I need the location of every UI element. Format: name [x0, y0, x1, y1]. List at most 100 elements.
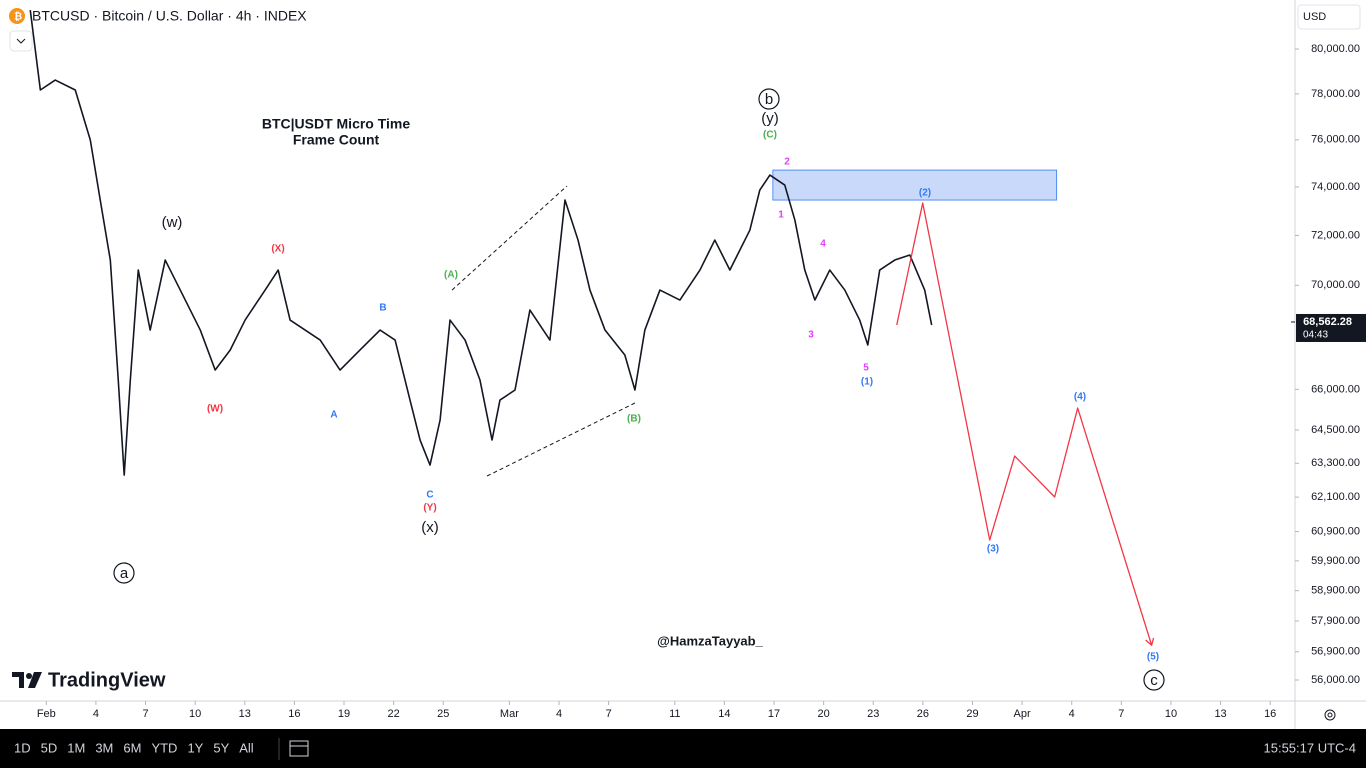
clock: 15:55:17 UTC-4 [1264, 740, 1357, 755]
range-button[interactable]: 1D [14, 740, 31, 755]
wave-label: 3 [808, 330, 814, 341]
y-tick-label: 78,000.00 [1311, 88, 1360, 100]
logo-dot [26, 673, 32, 679]
wave-label: (5) [1147, 652, 1159, 663]
date-range-button[interactable] [289, 740, 309, 757]
settings-button[interactable] [1324, 709, 1336, 721]
x-tick-label: 16 [288, 708, 300, 720]
series-line [29, 10, 933, 476]
x-tick-label: 13 [1214, 708, 1226, 720]
wave-label: (A) [444, 270, 458, 281]
wave-label: (B) [627, 414, 641, 425]
range-button[interactable]: YTD [151, 740, 177, 755]
range-button[interactable]: 5D [41, 740, 58, 755]
wave-label: (Y) [423, 503, 436, 514]
currency-label: USD [1303, 11, 1326, 23]
range-button[interactable]: 1Y [187, 740, 203, 755]
wave-label: C [426, 490, 433, 501]
y-tick-label: 70,000.00 [1311, 279, 1360, 291]
y-tick-label: 62,100.00 [1311, 491, 1360, 503]
wave-label: (3) [987, 544, 999, 555]
wave-circle [1143, 669, 1165, 691]
settings-icon-core [1327, 712, 1333, 718]
y-tick-label: 60,900.00 [1311, 526, 1360, 538]
wave-label: 2 [784, 157, 790, 168]
resistance-zone [772, 169, 1058, 201]
x-tick-label: 23 [867, 708, 879, 720]
x-tick-label: 10 [1165, 708, 1177, 720]
x-tick-label: Mar [500, 708, 519, 720]
y-tick-label: 59,900.00 [1311, 555, 1360, 567]
logo-slash [28, 672, 42, 688]
y-tick-label: 76,000.00 [1311, 134, 1360, 146]
y-tick-label: 64,500.00 [1311, 424, 1360, 436]
x-tick-label: 7 [606, 708, 612, 720]
x-tick-label: 26 [917, 708, 929, 720]
wave-label: (w) [162, 214, 183, 231]
wave-label: A [330, 410, 337, 421]
x-tick-label: 11 [669, 708, 680, 720]
series-line [896, 202, 1153, 646]
symbol-icon [9, 8, 25, 24]
wave-circle [113, 562, 135, 584]
x-tick-label: Feb [37, 708, 56, 720]
x-tick-label: 29 [966, 708, 978, 720]
wave-label: (x) [421, 519, 439, 536]
last-price-label: 68,562.28 [1303, 316, 1352, 328]
symbol-icon-glyph: ₿ [14, 11, 22, 23]
wave-label: c [1150, 672, 1158, 689]
date-range-icon [289, 740, 309, 757]
x-tick-label: 13 [239, 708, 251, 720]
chart-title: BTC|USDT Micro Time [262, 116, 411, 132]
x-tick-label: 17 [768, 708, 780, 720]
projection-arrow [1145, 637, 1155, 647]
x-tick-label: 7 [1118, 708, 1124, 720]
x-tick-label: 25 [437, 708, 449, 720]
wave-label: (y) [761, 110, 779, 127]
collapse-icon [16, 38, 26, 44]
x-tick-label: 19 [338, 708, 350, 720]
symbol-title: BTCUSD · Bitcoin / U.S. Dollar · 4h · IN… [32, 8, 307, 24]
y-tick-label: 56,000.00 [1311, 674, 1360, 686]
range-button[interactable]: 5Y [213, 740, 229, 755]
y-tick-label: 58,900.00 [1311, 585, 1360, 597]
logo: TradingView [12, 669, 166, 691]
wave-label: B [379, 303, 386, 314]
chart-title: Frame Count [293, 132, 380, 148]
x-tick-label: 16 [1264, 708, 1276, 720]
range-button[interactable]: 3M [95, 740, 113, 755]
range-buttons: 1D 5D 1M 3M 6M YTD 1Y 5Y All [14, 740, 254, 755]
y-tick-label: 72,000.00 [1311, 229, 1360, 241]
collapse-button[interactable] [9, 30, 33, 52]
wave-label: a [120, 565, 129, 582]
x-tick-label: 20 [818, 708, 830, 720]
x-tick-label: 14 [718, 708, 730, 720]
y-tick-label: 57,900.00 [1311, 615, 1360, 627]
y-tick-label: 66,000.00 [1311, 383, 1360, 395]
wave-label: 5 [863, 363, 869, 374]
bottom-toolbar [0, 729, 1366, 768]
settings-icon [1324, 709, 1336, 721]
logo-mark [12, 672, 24, 688]
currency-button[interactable] [1297, 4, 1361, 30]
y-tick-label: 80,000.00 [1311, 43, 1360, 55]
wave-label: (4) [1074, 392, 1086, 403]
y-tick-label: 74,000.00 [1311, 181, 1360, 193]
x-tick-label: 10 [189, 708, 201, 720]
x-tick-label: 7 [142, 708, 148, 720]
range-button[interactable]: 1M [67, 740, 85, 755]
wave-label: (X) [271, 244, 284, 255]
range-button[interactable]: 6M [123, 740, 141, 755]
wave-label: (1) [861, 377, 873, 388]
y-tick-label: 63,300.00 [1311, 457, 1360, 469]
logo-text: TradingView [48, 669, 166, 691]
x-tick-label: 4 [1069, 708, 1075, 720]
range-button[interactable]: All [239, 740, 254, 755]
watermark: @HamzaTayyab_ [657, 633, 763, 648]
wave-label: (W) [207, 404, 223, 415]
last-price-box [1296, 313, 1366, 342]
y-tick-label: 56,900.00 [1311, 646, 1360, 658]
